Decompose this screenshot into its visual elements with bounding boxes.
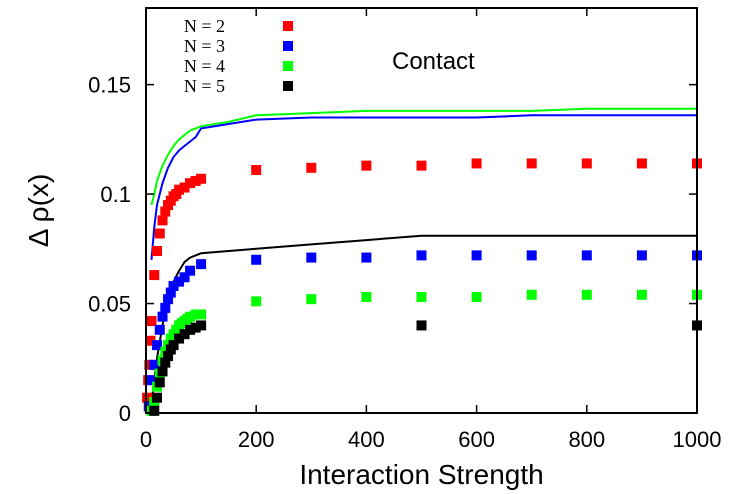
data-point <box>251 254 262 265</box>
data-point <box>196 173 207 184</box>
data-point <box>157 311 168 322</box>
data-point <box>526 158 537 169</box>
data-point <box>251 296 262 307</box>
data-point <box>190 309 201 320</box>
data-point <box>581 289 592 300</box>
series-points <box>142 158 702 403</box>
data-point <box>185 311 196 322</box>
data-point <box>165 287 176 298</box>
data-point <box>154 377 165 388</box>
data-point <box>146 375 157 386</box>
data-point <box>581 250 592 261</box>
data-point <box>146 316 157 327</box>
data-point <box>152 246 163 256</box>
y-axis-title: Δ ρ(x) <box>23 174 54 248</box>
data-point <box>179 272 190 283</box>
data-point <box>157 215 168 226</box>
data-point <box>152 340 163 351</box>
series-points <box>146 289 702 416</box>
y-tick-label: 0.1 <box>100 182 131 207</box>
data-point <box>416 160 427 171</box>
annotation-contact: Contact <box>392 48 475 75</box>
data-point <box>157 366 168 377</box>
legend-label: N = 5 <box>184 76 225 96</box>
data-point <box>196 259 207 270</box>
legend-marker <box>283 41 293 51</box>
series-line <box>150 114 697 260</box>
data-point <box>306 162 317 173</box>
data-point <box>636 158 647 169</box>
x-tick-label: 600 <box>458 427 495 452</box>
data-point <box>160 302 171 313</box>
series-line <box>150 107 697 206</box>
x-tick-label: 1000 <box>673 427 722 452</box>
data-point <box>152 392 163 403</box>
data-point <box>160 357 171 368</box>
legend-marker <box>283 81 293 91</box>
data-point <box>168 340 179 351</box>
series-line <box>150 234 697 403</box>
data-point <box>145 335 156 346</box>
data-point <box>179 182 190 193</box>
legend-label: N = 4 <box>184 56 225 76</box>
data-point <box>190 322 201 333</box>
legend-marker <box>283 21 293 31</box>
x-axis-title: Interaction Strength <box>299 459 543 490</box>
data-point <box>361 252 372 263</box>
data-point <box>154 228 165 239</box>
data-point <box>416 320 427 331</box>
x-tick-label: 0 <box>140 427 152 452</box>
y-tick-label: 0.05 <box>88 292 131 317</box>
data-point <box>163 351 174 362</box>
data-point <box>154 324 165 335</box>
data-point <box>174 333 185 344</box>
data-point <box>196 320 207 331</box>
data-point <box>361 291 372 302</box>
data-point <box>636 289 647 300</box>
legend-marker <box>283 61 293 71</box>
data-point <box>306 252 317 263</box>
data-point <box>149 359 160 370</box>
data-point <box>471 291 482 302</box>
data-point <box>361 160 372 171</box>
data-point <box>185 265 196 276</box>
data-point <box>163 294 174 305</box>
data-point <box>471 158 482 169</box>
data-point <box>174 184 185 195</box>
data-point <box>149 405 160 416</box>
data-point <box>149 270 160 281</box>
x-tick-label: 400 <box>348 427 385 452</box>
series-points <box>149 320 702 416</box>
plot-content <box>142 107 702 416</box>
data-point <box>185 178 196 189</box>
data-point <box>526 289 537 300</box>
data-point <box>251 165 262 175</box>
data-point <box>416 291 427 302</box>
axes: 0 200 400 600 800 1000 0 0.05 0.1 0.15 <box>88 8 721 452</box>
series-points <box>143 250 702 412</box>
x-tick-label: 800 <box>568 427 605 452</box>
data-point <box>185 324 196 335</box>
data-point <box>416 250 427 261</box>
legend: N = 2N = 3N = 4N = 5 <box>184 16 293 96</box>
x-tick-label: 200 <box>238 427 275 452</box>
legend-label: N = 2 <box>184 16 225 36</box>
y-tick-label: 0.15 <box>88 73 131 98</box>
data-point <box>160 206 171 217</box>
data-point <box>526 250 537 261</box>
data-point <box>196 309 207 320</box>
data-point <box>168 281 179 292</box>
y-tick-label: 0 <box>119 401 131 426</box>
data-point <box>471 250 482 261</box>
plot-frame <box>145 7 698 414</box>
data-point <box>190 175 201 186</box>
legend-label: N = 3 <box>184 36 225 56</box>
data-point <box>306 294 317 305</box>
data-point <box>581 158 592 169</box>
data-point <box>636 250 647 261</box>
data-point <box>174 276 185 287</box>
data-point <box>179 329 190 340</box>
data-point <box>142 392 153 403</box>
